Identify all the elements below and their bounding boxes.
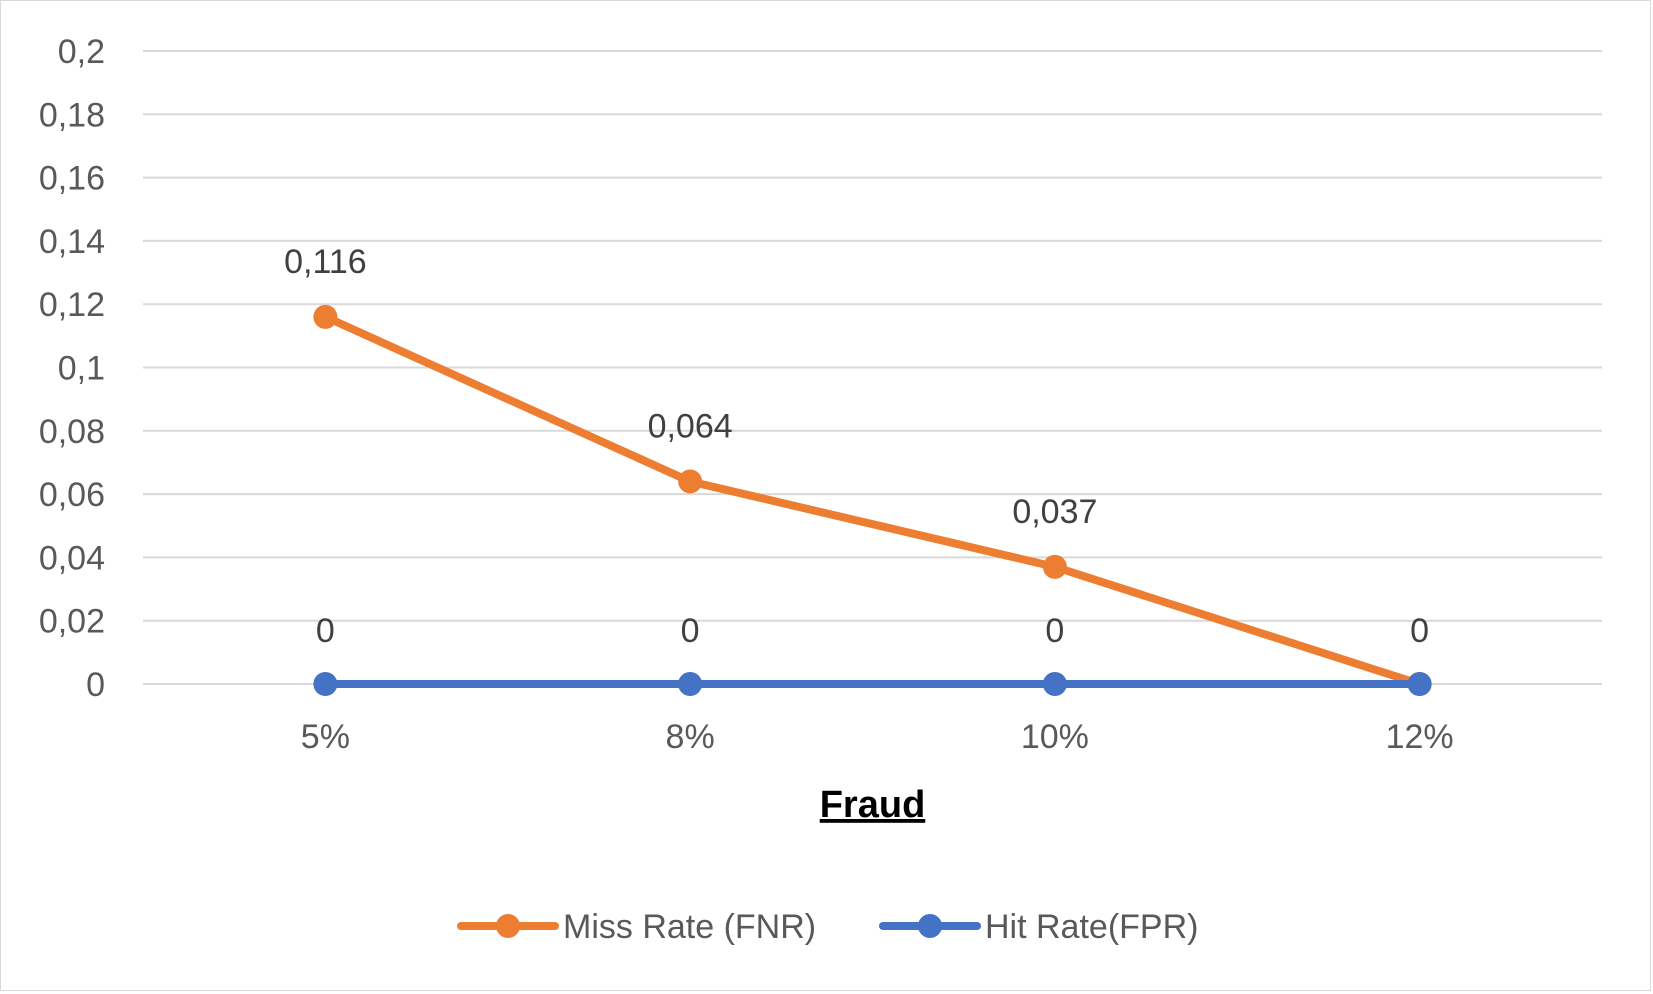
x-tick-label: 12% (1386, 718, 1454, 756)
data-point (1042, 554, 1067, 579)
x-axis-title: Fraud (820, 784, 926, 826)
legend-label: Hit Rate(FPR) (985, 908, 1198, 946)
legend: Miss Rate (FNR) Hit Rate(FPR) (457, 908, 1198, 946)
data-point (313, 304, 338, 329)
data-label: 0,064 (648, 407, 733, 445)
legend-label: Miss Rate (FNR) (563, 908, 816, 946)
y-tick-label: 0,04 (39, 539, 105, 577)
x-tick-label: 5% (301, 718, 350, 756)
y-tick-label: 0,12 (39, 286, 105, 324)
y-tick-label: 0,02 (39, 603, 105, 641)
legend-marker (918, 914, 942, 938)
data-point (1042, 672, 1067, 696)
y-tick-label: 0,08 (39, 413, 105, 451)
x-axis-ticks: 5% 8% 10% 12% (301, 718, 1454, 756)
y-tick-label: 0,14 (39, 223, 105, 261)
y-tick-label: 0,06 (39, 476, 105, 514)
data-point (678, 672, 703, 696)
y-tick-label: 0,2 (58, 33, 105, 71)
data-label: 0 (316, 612, 335, 650)
data-label: 0 (1410, 612, 1429, 650)
series-line (321, 312, 1424, 688)
y-tick-label: 0,1 (58, 350, 105, 388)
gridlines (143, 50, 1602, 685)
y-tick-label: 0 (86, 666, 105, 704)
data-point (1407, 672, 1432, 696)
data-label: 0,037 (1012, 493, 1097, 531)
legend-marker (496, 914, 520, 938)
data-label: 0 (681, 612, 700, 650)
series-layer (313, 304, 1432, 696)
y-tick-label: 0,18 (39, 96, 105, 134)
x-tick-label: 10% (1021, 718, 1089, 756)
x-tick-label: 8% (666, 718, 715, 756)
data-point (313, 672, 338, 696)
data-label: 0,116 (284, 243, 367, 281)
data-point (678, 469, 703, 494)
data-label: 0 (1045, 612, 1064, 650)
y-tick-label: 0,16 (39, 160, 105, 198)
data-labels: 0,116 0,064 0,037 0 0 0 0 (284, 243, 1429, 650)
y-axis-ticks: 0 0,02 0,04 0,06 0,08 0,1 0,12 0,14 0,16 0,18 0,2 (39, 33, 105, 704)
